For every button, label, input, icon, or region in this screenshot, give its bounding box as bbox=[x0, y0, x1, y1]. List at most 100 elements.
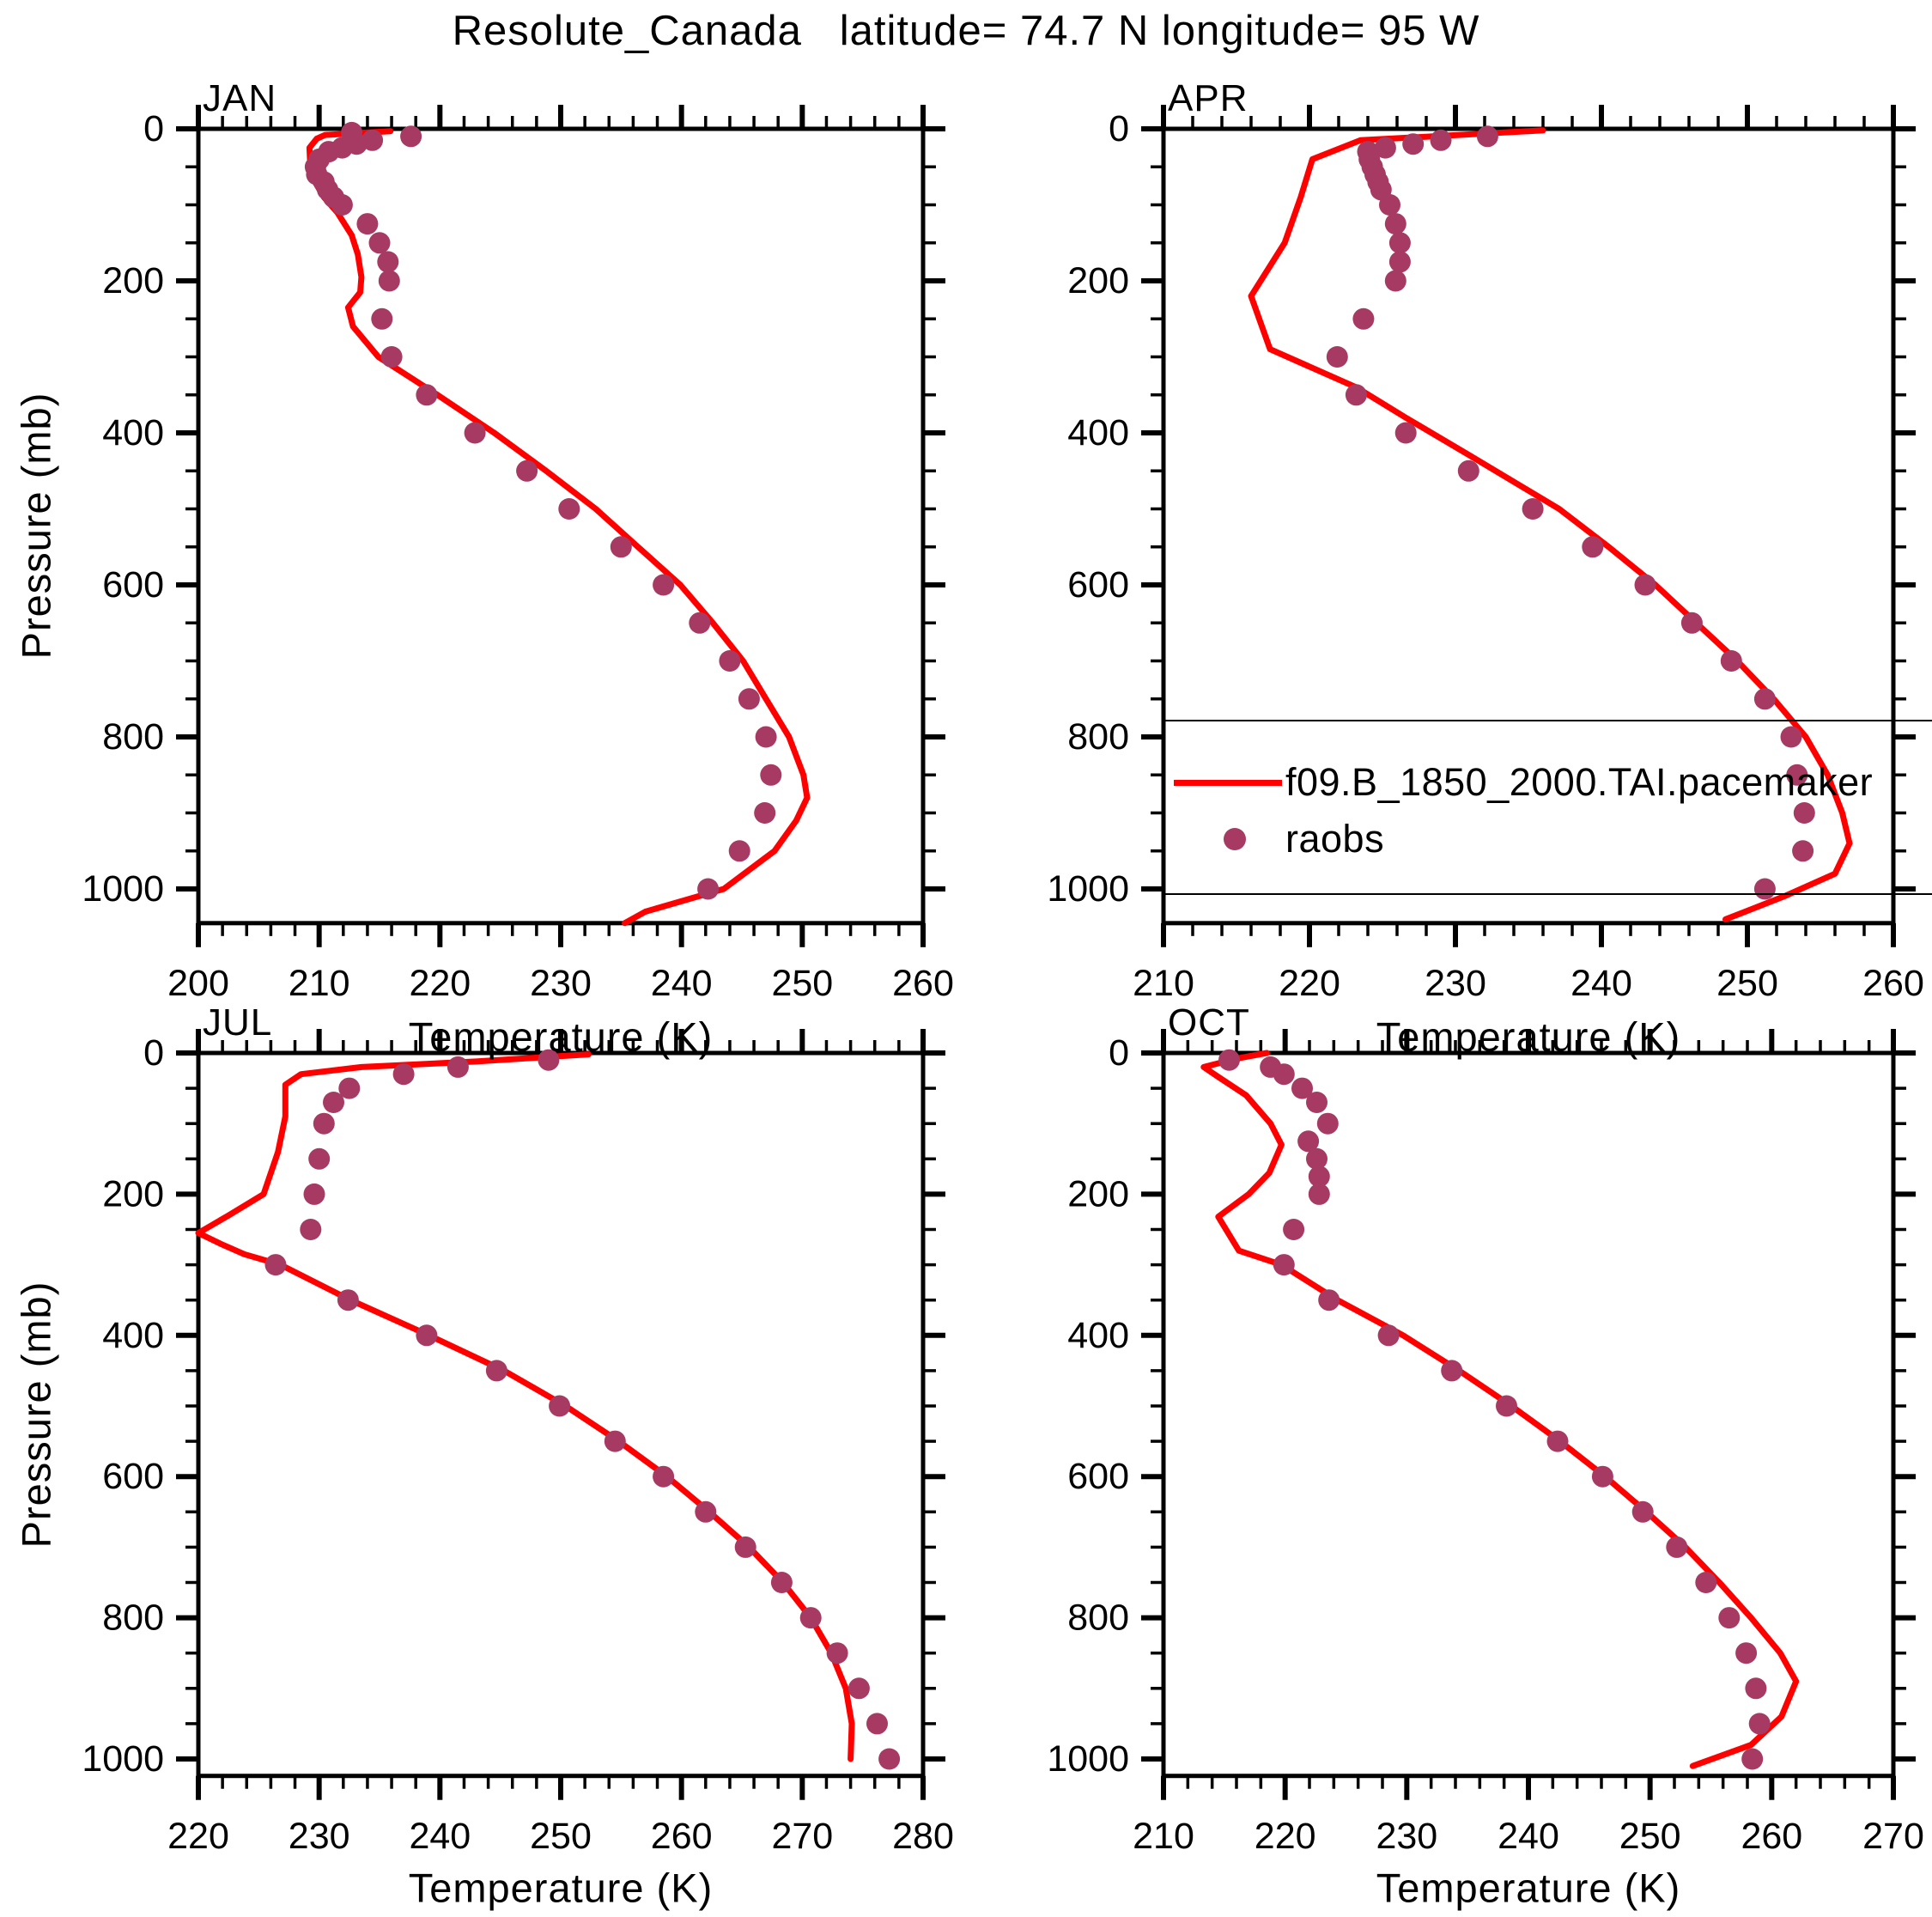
panel-label-apr: APR bbox=[1168, 77, 1249, 119]
y-tick-label: 200 bbox=[102, 260, 164, 301]
raobs-dot-OCT bbox=[1218, 1049, 1240, 1071]
panel-OCT: 210 220 230 240 250 260 270 0 200 400 600 800 1000 bbox=[1047, 1029, 1924, 1857]
legend: f09.B_1850_2000.TAI.pacemaker raobs bbox=[1163, 720, 1932, 895]
raobs-dot-JUL bbox=[878, 1748, 901, 1770]
raobs-dot-JAN bbox=[719, 650, 741, 672]
raobs-dot-OCT bbox=[1631, 1500, 1654, 1523]
x-tick-label: 250 bbox=[1619, 1816, 1681, 1857]
raobs-dot-JUL bbox=[653, 1465, 675, 1488]
panel-APR: 210 220 230 240 250 260 0 200 400 600 800 1000 bbox=[1047, 105, 1924, 1004]
raobs-dot-APR bbox=[1476, 125, 1498, 148]
figure-title: Resolute_Canada latitude= 74.7 N longitu… bbox=[452, 8, 1480, 54]
y-tick-label: 1000 bbox=[82, 868, 164, 910]
x-tick-label: 230 bbox=[1425, 963, 1486, 1004]
raobs-dot-JUL bbox=[392, 1063, 415, 1086]
raobs-dot-OCT bbox=[1297, 1130, 1320, 1153]
panel-label-jul: JUL bbox=[203, 1001, 273, 1044]
raobs-dot-JAN bbox=[377, 251, 399, 273]
raobs-dot-APR bbox=[1352, 307, 1375, 330]
raobs-dot-JAN bbox=[356, 213, 379, 235]
raobs-dot-APR bbox=[1780, 726, 1802, 748]
y-axis-title-top: Pressure (mb) bbox=[13, 392, 59, 660]
y-tick-label: 1000 bbox=[1047, 1738, 1129, 1780]
raobs-dot-JUL bbox=[695, 1500, 717, 1523]
raobs-dot-OCT bbox=[1308, 1183, 1330, 1205]
y-tick-label: 200 bbox=[102, 1173, 164, 1214]
raobs-dot-OCT bbox=[1591, 1465, 1613, 1488]
y-tick-label: 600 bbox=[1067, 1456, 1129, 1497]
raobs-dot-APR bbox=[1379, 194, 1400, 216]
y-tick-label: 600 bbox=[102, 1456, 164, 1497]
raobs-dot-APR bbox=[1384, 213, 1406, 235]
y-tick-label: 400 bbox=[1067, 1315, 1129, 1356]
raobs-dot-JAN bbox=[697, 878, 720, 900]
y-tick-label: 400 bbox=[102, 1315, 164, 1356]
raobs-dot-JUL bbox=[734, 1536, 756, 1558]
x-tick-label: 250 bbox=[530, 1816, 592, 1857]
x-tick-label: 230 bbox=[1376, 1816, 1437, 1857]
y-tick-label: 0 bbox=[1109, 108, 1129, 149]
x-axis-title-jan: Temperature (K) bbox=[408, 1013, 714, 1060]
raobs-dot-OCT bbox=[1306, 1092, 1327, 1113]
panel-label-jan: JAN bbox=[203, 77, 277, 119]
legend-entry-raobs: raobs bbox=[1165, 811, 1932, 867]
x-tick-label: 210 bbox=[1133, 1816, 1194, 1857]
raobs-dot-OCT bbox=[1283, 1219, 1305, 1240]
raobs-dot-APR bbox=[1388, 251, 1411, 273]
raobs-dot-JUL bbox=[799, 1607, 822, 1629]
y-tick-label: 400 bbox=[102, 412, 164, 453]
raobs-dot-JUL bbox=[770, 1572, 793, 1593]
raobs-dot-JUL bbox=[323, 1092, 344, 1113]
raobs-dot-JUL bbox=[313, 1112, 335, 1135]
y-tick-label: 0 bbox=[1109, 1032, 1129, 1074]
legend-raobs-dot-icon bbox=[1224, 828, 1246, 850]
raobs-dot-JUL bbox=[303, 1183, 325, 1205]
raobs-dot-JAN bbox=[516, 459, 538, 482]
x-tick-label: 260 bbox=[1741, 1816, 1802, 1857]
y-axis-title-bottom: Pressure (mb) bbox=[13, 1281, 59, 1549]
raobs-dot-JUL bbox=[337, 1289, 359, 1311]
raobs-dot-JUL bbox=[447, 1056, 469, 1078]
raobs-dot-APR bbox=[1680, 612, 1703, 634]
raobs-dot-APR bbox=[1522, 498, 1544, 520]
x-tick-label: 270 bbox=[1862, 1816, 1924, 1857]
x-tick-label: 240 bbox=[409, 1816, 471, 1857]
raobs-dot-JAN bbox=[728, 840, 750, 862]
raobs-dot-JAN bbox=[558, 498, 580, 520]
raobs-dot-OCT bbox=[1748, 1713, 1771, 1735]
x-tick-label: 220 bbox=[167, 1816, 229, 1857]
raobs-dot-JUL bbox=[264, 1254, 287, 1276]
x-tick-label: 220 bbox=[409, 963, 471, 1004]
y-tick-label: 1000 bbox=[82, 1738, 164, 1780]
legend-model-label: f09.B_1850_2000.TAI.pacemaker bbox=[1285, 760, 1874, 804]
x-tick-label: 200 bbox=[167, 963, 229, 1004]
raobs-dot-OCT bbox=[1308, 1165, 1330, 1188]
panel-JUL: 220 230 240 250 260 270 280 0 200 400 600 800 1000 bbox=[82, 1029, 954, 1857]
raobs-dot-JAN bbox=[400, 125, 422, 148]
raobs-dot-APR bbox=[1388, 232, 1411, 254]
model-line-JUL bbox=[195, 1051, 855, 1762]
x-tick-label: 230 bbox=[530, 963, 592, 1004]
raobs-dot-JUL bbox=[866, 1713, 888, 1735]
raobs-dot-JUL bbox=[848, 1677, 870, 1700]
raobs-dot-JAN bbox=[754, 802, 776, 824]
raobs-dot-OCT bbox=[1718, 1607, 1741, 1629]
raobs-dot-JAN bbox=[653, 574, 675, 596]
y-tick-label: 200 bbox=[1067, 260, 1129, 301]
raobs-dot-APR bbox=[1792, 840, 1814, 862]
raobs-dot-JUL bbox=[604, 1430, 626, 1452]
raobs-dot-OCT bbox=[1546, 1430, 1569, 1452]
raobs-dot-OCT bbox=[1735, 1642, 1758, 1664]
raobs-dot-OCT bbox=[1306, 1147, 1327, 1170]
raobs-dot-JAN bbox=[738, 688, 760, 710]
legend-entry-model: f09.B_1850_2000.TAI.pacemaker bbox=[1165, 754, 1932, 811]
model-line-APR bbox=[1248, 127, 1853, 922]
x-tick-label: 250 bbox=[771, 963, 833, 1004]
raobs-dot-OCT bbox=[1316, 1112, 1339, 1135]
legend-model-line-icon bbox=[1174, 779, 1282, 786]
panel-label-oct: OCT bbox=[1168, 1001, 1250, 1044]
x-tick-label: 240 bbox=[651, 963, 713, 1004]
raobs-dot-JAN bbox=[464, 422, 486, 444]
